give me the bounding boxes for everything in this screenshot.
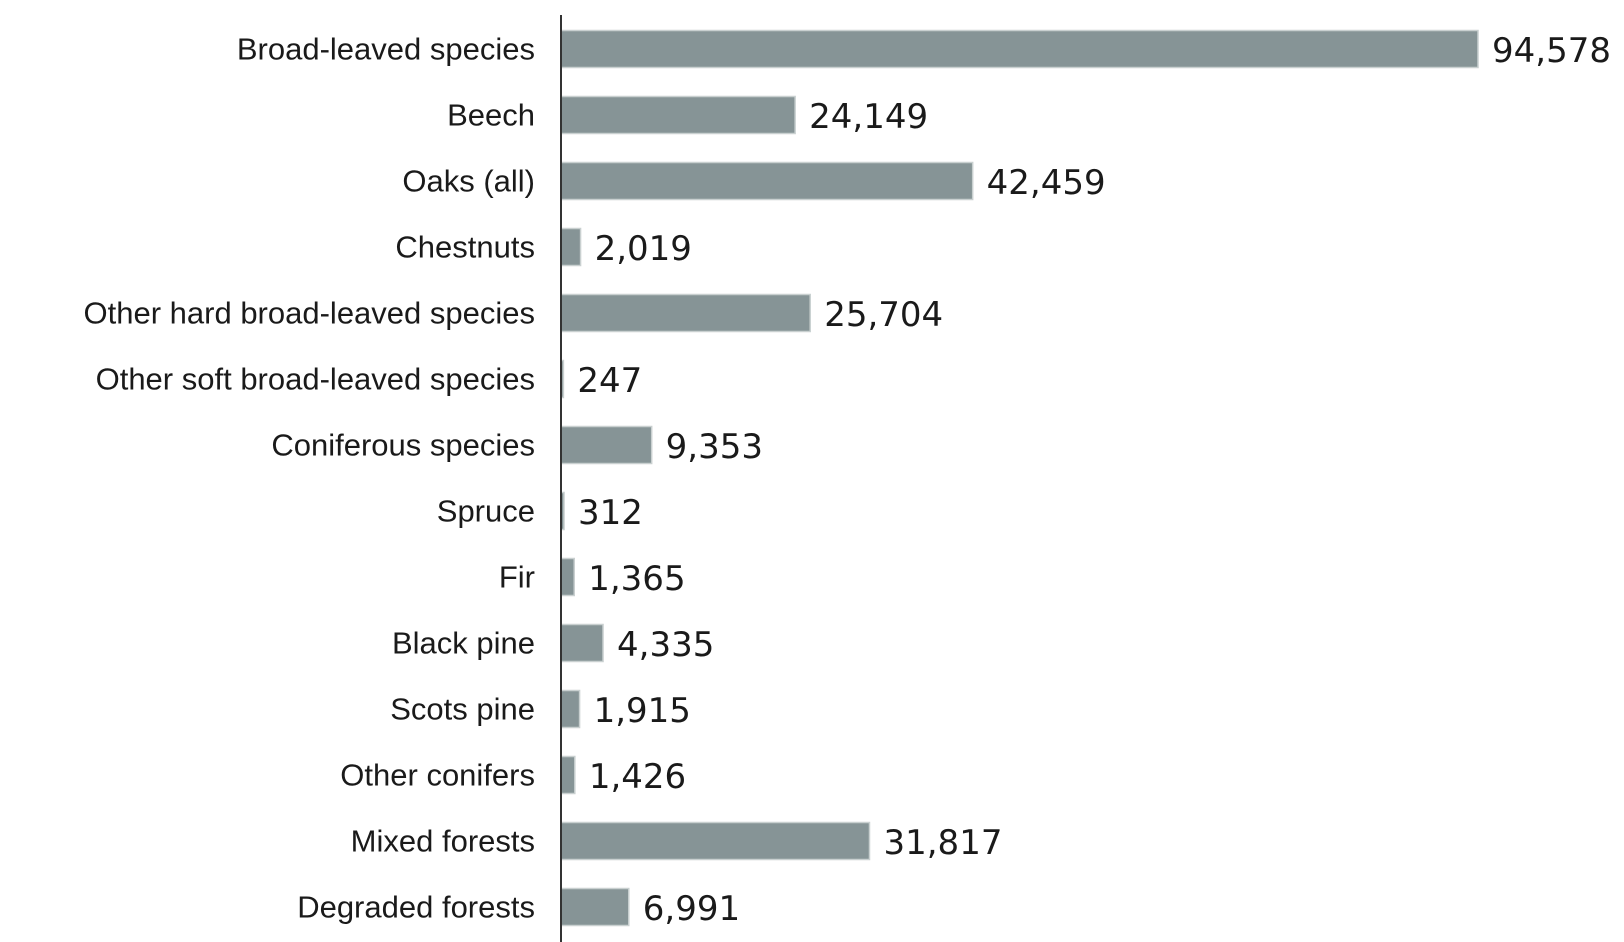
bar-fir [560,557,575,597]
value-label-other-conifers: 1,426 [589,757,686,797]
value-label-chestnuts: 2,019 [595,229,692,269]
bar-coniferous-species [560,425,653,465]
bar-other-hard-broad-leaved-species [560,293,811,333]
category-label-oaks-all: Oaks (all) [402,164,535,199]
category-label-other-hard-broad-leaved-species: Other hard broad-leaved species [84,296,535,331]
category-label-spruce: Spruce [437,494,535,529]
category-label-scots-pine: Scots pine [390,692,535,727]
category-label-other-soft-broad-leaved-species: Other soft broad-leaved species [96,362,535,397]
value-label-degraded-forests: 6,991 [643,889,740,929]
category-label-coniferous-species: Coniferous species [271,428,535,463]
bar-scots-pine [560,689,581,729]
category-label-black-pine: Black pine [392,626,535,661]
value-label-scots-pine: 1,915 [594,691,691,731]
bar-other-conifers [560,755,576,795]
value-label-oaks-all: 42,459 [987,163,1106,203]
value-label-coniferous-species: 9,353 [666,427,763,467]
category-label-broad-leaved-species: Broad-leaved species [237,32,535,67]
bar-degraded-forests [560,887,630,927]
value-label-mixed-forests: 31,817 [883,823,1002,863]
category-label-degraded-forests: Degraded forests [297,890,535,925]
value-label-other-soft-broad-leaved-species: 247 [577,361,642,401]
value-label-beech: 24,149 [809,97,928,137]
bar-oaks-all [560,161,974,201]
bar-mixed-forests [560,821,871,861]
category-label-mixed-forests: Mixed forests [351,824,535,859]
category-label-fir: Fir [499,560,535,595]
bar-beech [560,95,796,135]
value-label-other-hard-broad-leaved-species: 25,704 [824,295,943,335]
category-label-beech: Beech [447,98,535,133]
bar-chestnuts [560,227,582,267]
bars-layer [560,29,1479,927]
category-label-chestnuts: Chestnuts [395,230,535,265]
value-label-broad-leaved-species: 94,578 [1492,31,1611,71]
value-label-black-pine: 4,335 [617,625,714,665]
bar-broad-leaved-species [560,29,1479,69]
value-labels: 94,578 24,149 42,459 2,019 25,704 247 9,353 312… [577,31,1611,929]
value-label-fir: 1,365 [588,559,685,599]
category-labels: Broad-leaved species Beech Oaks (all) Chest… [84,32,535,925]
category-label-other-conifers: Other conifers [340,758,535,793]
value-label-spruce: 312 [578,493,643,533]
bar-black-pine [560,623,604,663]
